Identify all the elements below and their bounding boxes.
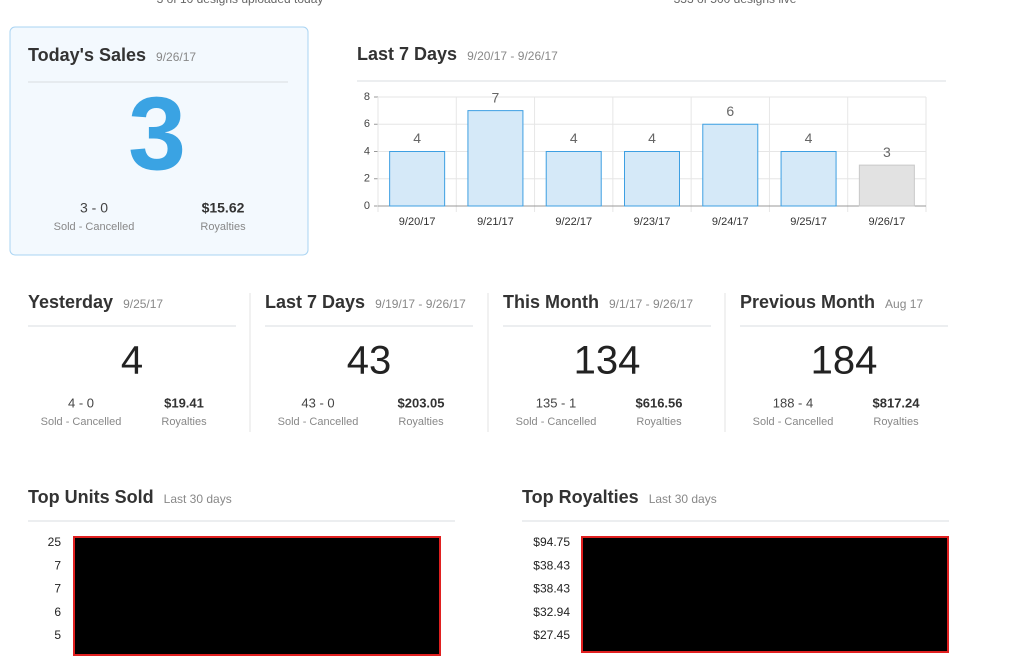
x-tick-label: 9/22/17 [555, 216, 592, 228]
sold-cancelled: 135 - 1 [536, 395, 576, 410]
stat-count: 184 [811, 339, 878, 383]
sold-cancelled: 188 - 4 [773, 395, 813, 410]
x-tick-label: 9/21/17 [477, 216, 514, 228]
royalties-label: Royalties [200, 221, 246, 233]
royalties: $817.24 [873, 395, 921, 410]
value-label: 4 [570, 130, 578, 146]
royalties-label: Royalties [398, 416, 444, 428]
section-title: Yesterday [28, 292, 113, 312]
section-title: Last 7 Days [357, 44, 457, 64]
status-note: 3 of 10 designs uploaded today [157, 0, 324, 6]
sold-cancelled: 4 - 0 [68, 395, 94, 410]
royalties-label: Royalties [161, 416, 207, 428]
section-subtitle: Last 30 days [649, 492, 717, 506]
section-title: Top Royalties [522, 487, 639, 507]
section-subtitle: 9/1/17 - 9/26/17 [609, 297, 693, 311]
value-label: 7 [492, 89, 500, 105]
today-count: 3 [128, 76, 186, 192]
section-subtitle: Last 30 days [164, 492, 232, 506]
y-tick-label: 6 [364, 118, 370, 130]
list-value: 25 [48, 535, 62, 549]
value-label: 4 [805, 130, 813, 146]
y-tick-label: 2 [364, 173, 370, 185]
sold-label: Sold - Cancelled [54, 221, 135, 233]
list-value: 6 [54, 605, 61, 619]
bar [702, 123, 759, 207]
royalties: $19.41 [164, 395, 204, 410]
list-value: $32.94 [533, 605, 570, 619]
x-tick-label: 9/23/17 [634, 216, 671, 228]
bar [389, 151, 446, 207]
bar [624, 151, 680, 207]
section-subtitle: 9/26/17 [156, 50, 196, 64]
list-value: $38.43 [533, 582, 570, 596]
sold-cancelled: 43 - 0 [301, 395, 334, 410]
section-title: Top Units Sold [28, 487, 154, 507]
x-tick-label: 9/26/17 [869, 216, 906, 228]
bar [780, 151, 837, 207]
section-title: Today's Sales [28, 45, 146, 65]
today-card [9, 26, 309, 256]
x-tick-label: 9/24/17 [712, 216, 749, 228]
list-value: $38.43 [533, 558, 570, 572]
x-tick-label: 9/25/17 [790, 216, 827, 228]
section-subtitle: Aug 17 [885, 297, 923, 311]
stat-count: 43 [347, 339, 392, 383]
y-tick-label: 4 [364, 145, 370, 157]
list-value: $27.45 [533, 628, 570, 642]
section-title: Previous Month [740, 292, 875, 312]
bar [545, 151, 602, 207]
bar [467, 110, 524, 207]
value-label: 6 [726, 103, 734, 119]
sold-label: Sold - Cancelled [516, 416, 597, 428]
royalties: $203.05 [398, 395, 445, 410]
redacted-block [581, 536, 949, 653]
list-value: 7 [54, 558, 61, 572]
royalties: $616.56 [636, 395, 683, 410]
stat-count: 4 [121, 339, 143, 383]
sold-label: Sold - Cancelled [753, 416, 834, 428]
status-note: 333 of 500 designs live [674, 0, 797, 6]
royalties-label: Royalties [636, 416, 682, 428]
section-subtitle: 9/25/17 [123, 297, 163, 311]
list-value: 7 [54, 582, 61, 596]
section-title: Last 7 Days [265, 292, 365, 312]
royalties: $15.62 [202, 200, 245, 216]
royalties-label: Royalties [873, 416, 919, 428]
value-label: 4 [413, 130, 421, 146]
bar [858, 164, 915, 207]
sold-label: Sold - Cancelled [278, 416, 359, 428]
y-tick-label: 0 [364, 200, 370, 212]
redacted-block [73, 536, 441, 656]
sold-label: Sold - Cancelled [41, 416, 122, 428]
y-tick-label: 8 [364, 91, 370, 103]
section-title: This Month [503, 292, 599, 312]
stat-count: 134 [574, 339, 641, 383]
list-value: $94.75 [533, 535, 570, 549]
section-subtitle: 9/19/17 - 9/26/17 [375, 297, 466, 311]
list-value: 5 [54, 628, 61, 642]
sold-cancelled: 3 - 0 [80, 200, 108, 216]
section-subtitle: 9/20/17 - 9/26/17 [467, 49, 558, 63]
value-label: 3 [883, 144, 891, 160]
value-label: 4 [648, 130, 656, 146]
x-tick-label: 9/20/17 [399, 216, 436, 228]
